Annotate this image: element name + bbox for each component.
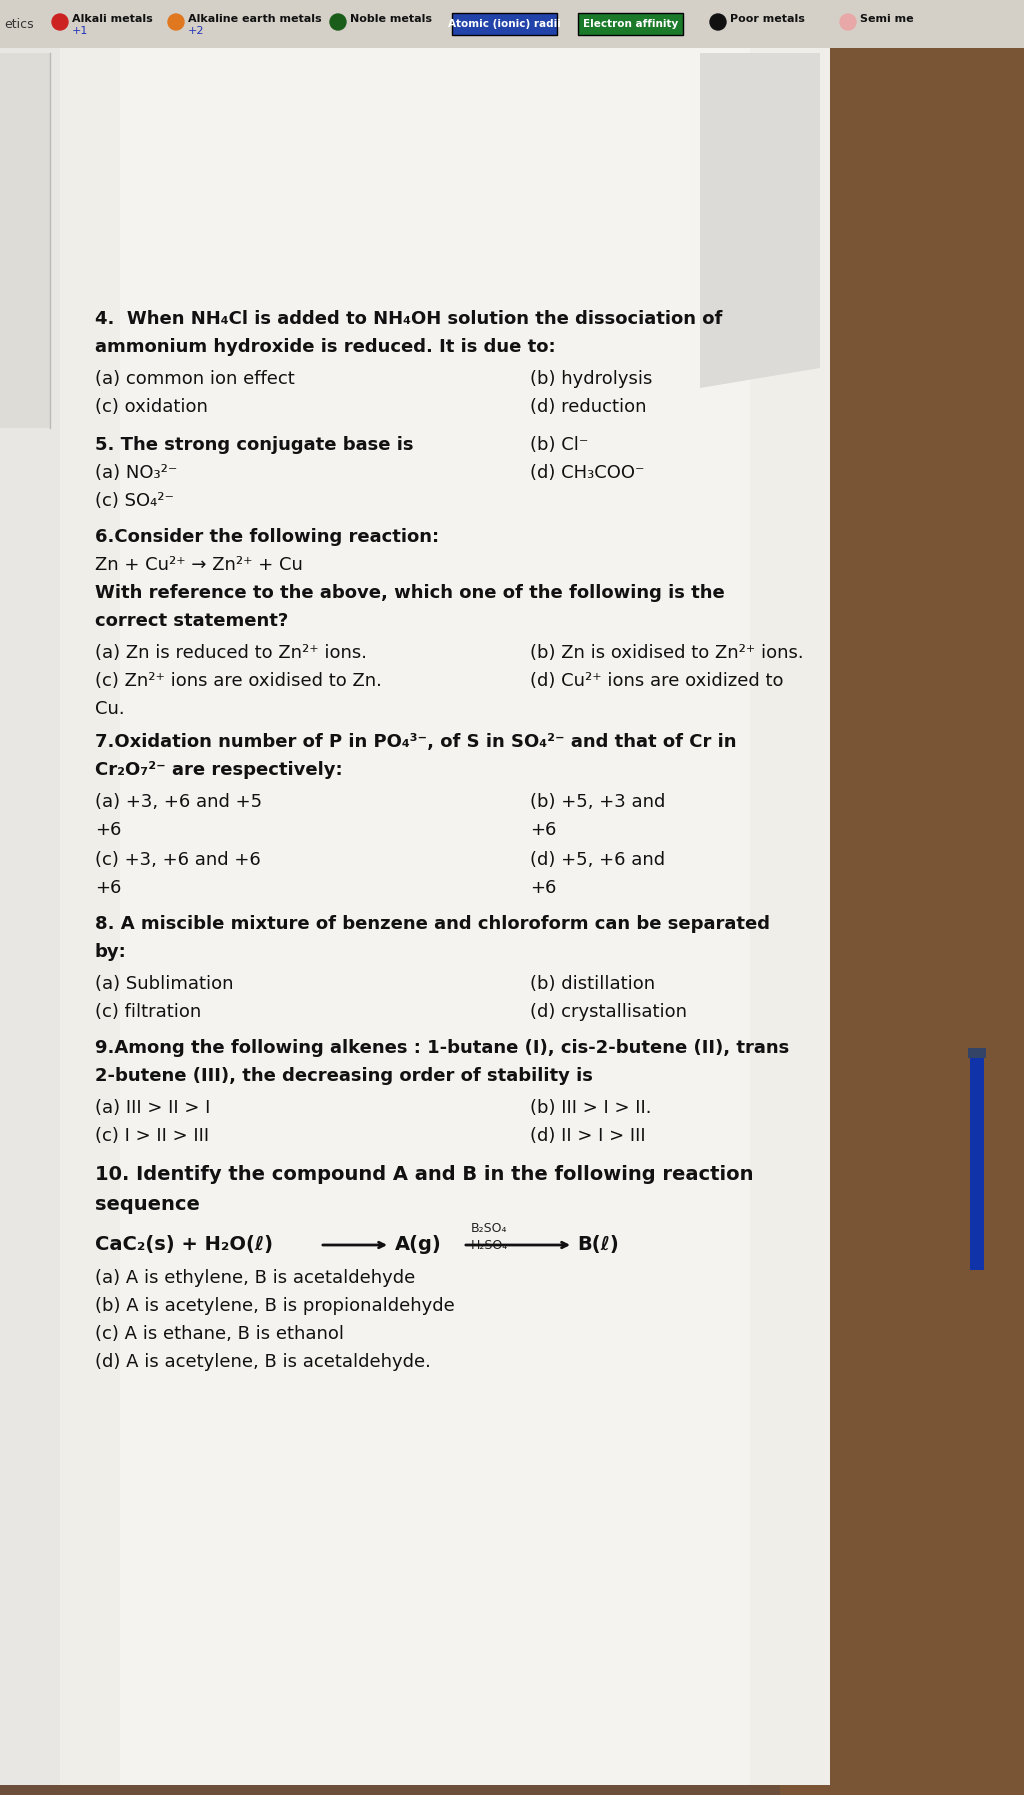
Text: (d) reduction: (d) reduction xyxy=(530,398,646,416)
Text: (a) +3, +6 and +5: (a) +3, +6 and +5 xyxy=(95,793,262,811)
Bar xyxy=(0,48,830,1784)
Text: (c) I > II > III: (c) I > II > III xyxy=(95,1127,209,1145)
Text: A(g): A(g) xyxy=(395,1235,441,1255)
FancyBboxPatch shape xyxy=(578,13,683,34)
Text: (a) A is ethylene, B is acetaldehyde: (a) A is ethylene, B is acetaldehyde xyxy=(95,1269,416,1287)
Text: 8. A miscible mixture of benzene and chloroform can be separated: 8. A miscible mixture of benzene and chl… xyxy=(95,915,770,933)
Text: sequence: sequence xyxy=(95,1195,200,1213)
Text: (b) hydrolysis: (b) hydrolysis xyxy=(530,370,652,388)
Text: Cu.: Cu. xyxy=(95,700,125,718)
Circle shape xyxy=(330,14,346,31)
Bar xyxy=(120,48,750,1784)
FancyBboxPatch shape xyxy=(452,13,557,34)
Text: (c) oxidation: (c) oxidation xyxy=(95,398,208,416)
Circle shape xyxy=(840,14,856,31)
Text: Zn + Cu²⁺ → Zn²⁺ + Cu: Zn + Cu²⁺ → Zn²⁺ + Cu xyxy=(95,556,303,574)
Text: +2: +2 xyxy=(188,25,205,36)
Circle shape xyxy=(52,14,68,31)
Text: +6: +6 xyxy=(95,880,122,898)
Text: (c) filtration: (c) filtration xyxy=(95,1003,202,1021)
Text: +6: +6 xyxy=(95,820,122,838)
Text: (c) Zn²⁺ ions are oxidised to Zn.: (c) Zn²⁺ ions are oxidised to Zn. xyxy=(95,671,382,689)
Text: (d) crystallisation: (d) crystallisation xyxy=(530,1003,687,1021)
Bar xyxy=(968,1048,986,1057)
Text: +6: +6 xyxy=(530,880,556,898)
Text: (a) Zn is reduced to Zn²⁺ ions.: (a) Zn is reduced to Zn²⁺ ions. xyxy=(95,644,367,662)
Text: (a) III > II > I: (a) III > II > I xyxy=(95,1099,210,1116)
Text: (a) Sublimation: (a) Sublimation xyxy=(95,975,233,993)
Bar xyxy=(60,48,830,1784)
Text: (b) III > I > II.: (b) III > I > II. xyxy=(530,1099,651,1116)
Polygon shape xyxy=(0,54,50,427)
Text: (d) A is acetylene, B is acetaldehyde.: (d) A is acetylene, B is acetaldehyde. xyxy=(95,1353,431,1371)
Text: With reference to the above, which one of the following is the: With reference to the above, which one o… xyxy=(95,583,725,601)
Text: (d) II > I > III: (d) II > I > III xyxy=(530,1127,645,1145)
Text: B₂SO₄: B₂SO₄ xyxy=(471,1222,508,1235)
Text: Poor metals: Poor metals xyxy=(730,14,805,23)
Circle shape xyxy=(168,14,184,31)
Text: Semi me: Semi me xyxy=(860,14,913,23)
Text: Atomic (ionic) radii: Atomic (ionic) radii xyxy=(449,20,561,29)
Text: (b) A is acetylene, B is propionaldehyde: (b) A is acetylene, B is propionaldehyde xyxy=(95,1298,455,1316)
Text: (d) Cu²⁺ ions are oxidized to: (d) Cu²⁺ ions are oxidized to xyxy=(530,671,783,689)
Text: (d) +5, +6 and: (d) +5, +6 and xyxy=(530,851,666,869)
Text: (a) common ion effect: (a) common ion effect xyxy=(95,370,295,388)
Text: ammonium hydroxide is reduced. It is due to:: ammonium hydroxide is reduced. It is due… xyxy=(95,337,556,355)
Text: +6: +6 xyxy=(530,820,556,838)
Text: CaC₂(s) + H₂O(ℓ): CaC₂(s) + H₂O(ℓ) xyxy=(95,1235,273,1255)
Text: 5. The strong conjugate base is: 5. The strong conjugate base is xyxy=(95,436,414,454)
Circle shape xyxy=(710,14,726,31)
Bar xyxy=(0,0,1024,48)
Bar xyxy=(780,48,1024,1795)
Polygon shape xyxy=(700,54,820,388)
Bar xyxy=(970,1050,984,1271)
Text: correct statement?: correct statement? xyxy=(95,612,288,630)
Text: (b) +5, +3 and: (b) +5, +3 and xyxy=(530,793,666,811)
Text: 2-butene (III), the decreasing order of stability is: 2-butene (III), the decreasing order of … xyxy=(95,1066,593,1084)
Text: B(ℓ): B(ℓ) xyxy=(577,1235,618,1255)
Text: Alkali metals: Alkali metals xyxy=(72,14,153,23)
Text: (c) +3, +6 and +6: (c) +3, +6 and +6 xyxy=(95,851,261,869)
Text: (c) SO₄²⁻: (c) SO₄²⁻ xyxy=(95,492,174,510)
Text: 7.Oxidation number of P in PO₄³⁻, of S in SO₄²⁻ and that of Cr in: 7.Oxidation number of P in PO₄³⁻, of S i… xyxy=(95,732,736,750)
Text: (c) A is ethane, B is ethanol: (c) A is ethane, B is ethanol xyxy=(95,1325,344,1343)
Text: (b) Zn is oxidised to Zn²⁺ ions.: (b) Zn is oxidised to Zn²⁺ ions. xyxy=(530,644,804,662)
Text: (a) NO₃²⁻: (a) NO₃²⁻ xyxy=(95,463,177,483)
Text: 6.Consider the following reaction:: 6.Consider the following reaction: xyxy=(95,528,439,546)
Text: by:: by: xyxy=(95,942,127,960)
Text: etics: etics xyxy=(4,18,34,31)
Text: Cr₂O₇²⁻ are respectively:: Cr₂O₇²⁻ are respectively: xyxy=(95,761,343,779)
Text: +1: +1 xyxy=(72,25,88,36)
Text: (d) CH₃COO⁻: (d) CH₃COO⁻ xyxy=(530,463,644,483)
Text: Alkaline earth metals: Alkaline earth metals xyxy=(188,14,322,23)
Text: Electron affinity: Electron affinity xyxy=(583,20,678,29)
Text: H₂SO₄: H₂SO₄ xyxy=(471,1239,508,1251)
Text: 10. Identify the compound A and B in the following reaction: 10. Identify the compound A and B in the… xyxy=(95,1165,754,1185)
Text: Noble metals: Noble metals xyxy=(350,14,432,23)
Text: (b) Cl⁻: (b) Cl⁻ xyxy=(530,436,589,454)
Text: 4.  When NH₄Cl is added to NH₄OH solution the dissociation of: 4. When NH₄Cl is added to NH₄OH solution… xyxy=(95,311,722,328)
Text: (b) distillation: (b) distillation xyxy=(530,975,655,993)
Text: 9.Among the following alkenes : 1-butane (I), cis-2-butene (II), trans: 9.Among the following alkenes : 1-butane… xyxy=(95,1039,790,1057)
